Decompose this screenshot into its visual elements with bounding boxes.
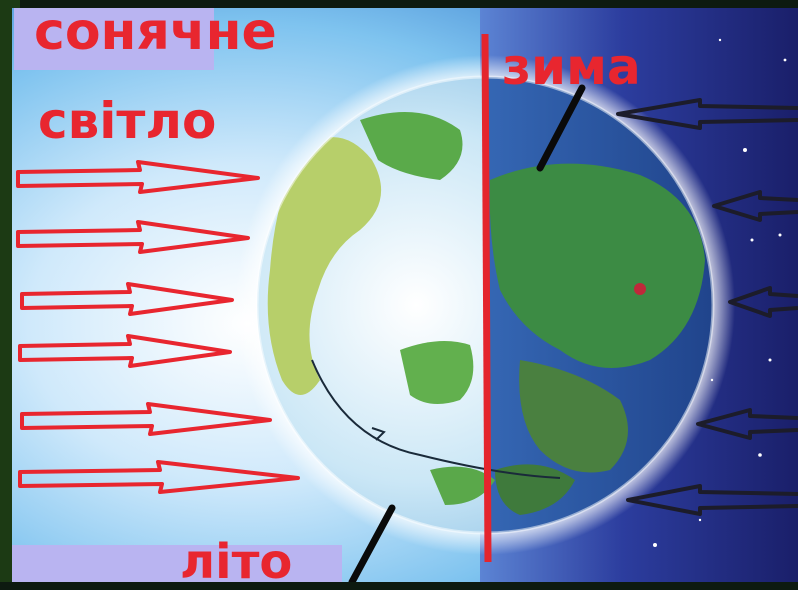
sunlight-arrow-icon <box>20 402 272 436</box>
night-arrow-icon <box>616 98 798 130</box>
summer-label: літо <box>180 534 293 590</box>
sunlight-arrow-icon <box>18 334 232 368</box>
location-dot-icon <box>634 283 646 295</box>
terminator-line <box>481 33 492 563</box>
night-arrow-icon <box>626 484 798 516</box>
sunlight-arrows <box>16 160 300 494</box>
sunlight-arrow-icon <box>16 220 250 254</box>
sunlight-label-line2: світло <box>38 92 217 150</box>
summer-label-background <box>12 545 342 582</box>
sunlight-arrow-icon <box>18 460 300 494</box>
sunlight-arrow-icon <box>16 160 260 194</box>
night-arrows <box>616 98 798 516</box>
earth-axis-top <box>536 84 586 172</box>
winter-label: зима <box>502 38 641 96</box>
night-arrow-icon <box>696 408 798 440</box>
night-arrow-icon <box>728 286 798 318</box>
sunlight-label-line1: сонячне <box>34 2 277 62</box>
sunlight-label-background <box>14 8 214 70</box>
earth-axis-bottom <box>348 504 396 582</box>
sunlight-arrow-icon <box>20 282 234 316</box>
night-arrow-icon <box>712 190 798 222</box>
